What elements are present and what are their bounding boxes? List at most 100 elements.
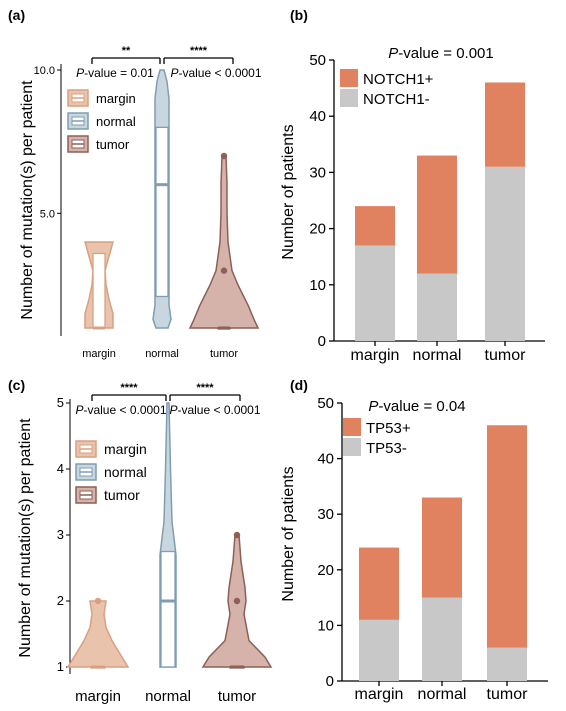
legend-label: tumor: [104, 487, 140, 503]
box-margin: [92, 252, 106, 329]
y-tick-label: 5: [57, 395, 64, 410]
y-tick-label: 2: [57, 593, 64, 608]
legend-label: margin: [96, 91, 136, 106]
legend-swatch: [343, 438, 361, 456]
y-tick-label: 10.0: [34, 65, 55, 77]
panel-label: (d): [290, 377, 308, 393]
x-tick-label: normal: [418, 686, 467, 703]
chart-title: P-value = 0.04: [368, 398, 465, 415]
bar-tp53-: [487, 425, 527, 648]
y-tick-label: 1: [57, 659, 64, 674]
panel-d: (d) P-value = 0.04 0 10 20 30 40 50 Number of pa…: [280, 377, 548, 703]
legend-swatch: [343, 418, 361, 436]
y-axis-label: Number of patients: [280, 124, 297, 259]
bar-notch1-: [417, 273, 457, 341]
x-tick-label: margin: [82, 348, 116, 360]
panel-b: (b) P-value = 0.001 0 10 20 30 40 50 Number of p…: [280, 7, 545, 364]
panel-a: (a) 5.0 10.0 Number of mutation(s) per pati…: [8, 7, 262, 360]
y-tick-label: 0: [318, 333, 326, 350]
sig-stars: ****: [120, 382, 138, 394]
legend-label: normal: [96, 114, 136, 129]
y-tick-label: 20: [317, 562, 334, 579]
sig-stars: ****: [196, 382, 214, 394]
bar-notch1-: [355, 245, 395, 341]
bar-tp53-: [422, 497, 462, 598]
legend-label: TP53+: [366, 420, 411, 437]
x-tick-label: tumor: [218, 688, 256, 705]
panel-label: (a): [8, 7, 25, 23]
violin-tumor: [188, 155, 260, 329]
legend-item: NOTCH1+: [340, 69, 434, 88]
y-tick-label: 3: [57, 527, 64, 542]
y-tick-label: 10: [317, 617, 334, 634]
x-tick-label: tumor: [485, 347, 527, 364]
x-tick-label: normal: [145, 348, 179, 360]
bar-tp53-: [422, 597, 462, 681]
panel-label: (b): [290, 7, 308, 23]
bar-notch1-: [417, 155, 457, 274]
panel-label: (c): [8, 377, 25, 393]
legend-label: tumor: [96, 137, 130, 152]
legend-label: normal: [104, 464, 147, 480]
y-tick-label: 20: [309, 221, 326, 238]
y-tick-label: 10: [309, 277, 326, 294]
sig-p-value: P-value = 0.01: [76, 66, 154, 80]
legend-item-tumor: tumor: [75, 486, 140, 504]
x-tick-label: tumor: [487, 686, 529, 703]
legend-label: NOTCH1+: [363, 71, 434, 88]
legend-label: NOTCH1-: [363, 91, 430, 108]
sig-stars: **: [122, 45, 131, 57]
legend-item: TP53-: [343, 438, 407, 457]
legend-swatch: [340, 89, 358, 107]
box-normal: [155, 126, 169, 298]
legend-swatch: [340, 69, 358, 87]
y-tick-label: 5.0: [40, 208, 55, 220]
sig-p-value: P-value < 0.0001: [169, 403, 260, 417]
y-axis-label: Number of mutation(s) per patient: [19, 80, 36, 320]
bar-notch1-: [355, 206, 395, 246]
y-tick-label: 4: [57, 461, 64, 476]
y-tick-label: 50: [317, 395, 334, 412]
y-axis-label: Number of patients: [280, 466, 297, 601]
bar-tp53-: [359, 619, 399, 681]
outlier-tumor: [220, 267, 228, 274]
x-tick-label: margin: [75, 688, 121, 705]
legend-label: margin: [104, 441, 147, 457]
outlier-margin: [94, 597, 102, 605]
x-tick-label: margin: [351, 347, 400, 364]
y-tick-label: 50: [309, 52, 326, 69]
outlier-tumor: [233, 597, 241, 605]
box-normal: [160, 550, 176, 668]
legend-item-normal: normal: [75, 463, 147, 481]
sig-stars: ****: [190, 45, 208, 57]
y-tick-label: 30: [309, 164, 326, 181]
chart-title: P-value = 0.001: [388, 45, 494, 62]
violin-margin: [66, 600, 130, 668]
bar-notch1-: [485, 166, 525, 341]
outlier-tumor: [220, 152, 228, 160]
legend-item-margin: margin: [75, 440, 147, 458]
panel-c: (c) 1 2 3 4 5 Number of mutation(s) per patien…: [8, 377, 273, 705]
x-tick-label: tumor: [210, 348, 238, 360]
bar-tp53-: [359, 547, 399, 620]
legend-item-tumor: tumor: [67, 135, 130, 153]
bar-tp53-: [487, 647, 527, 681]
y-tick-label: 0: [326, 673, 334, 690]
outlier-tumor: [233, 531, 241, 539]
y-tick-label: 40: [317, 451, 334, 468]
y-axis-label: Number of mutation(s) per patient: [17, 418, 34, 658]
legend-item: TP53+: [343, 418, 411, 437]
legend-item: NOTCH1-: [340, 89, 430, 108]
sig-p-value: P-value < 0.0001: [170, 66, 261, 80]
y-tick-label: 40: [309, 108, 326, 125]
legend-label: TP53-: [366, 440, 407, 457]
y-tick-label: 30: [317, 506, 334, 523]
x-tick-label: normal: [145, 688, 191, 705]
bar-notch1-: [485, 82, 525, 167]
x-tick-label: normal: [413, 347, 462, 364]
sig-p-value: P-value < 0.0001: [75, 403, 166, 417]
legend-item-margin: margin: [67, 89, 136, 107]
legend-item-normal: normal: [67, 112, 136, 130]
x-tick-label: margin: [355, 686, 404, 703]
